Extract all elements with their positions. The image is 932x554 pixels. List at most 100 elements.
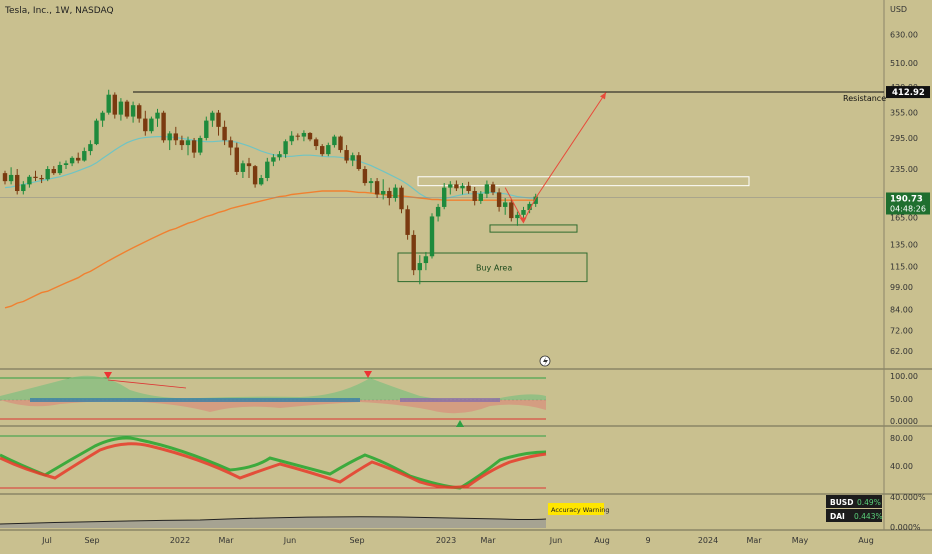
candle-body bbox=[69, 157, 75, 164]
candle-body bbox=[271, 157, 276, 162]
time-tick-label: 2024 bbox=[698, 536, 718, 545]
candle bbox=[490, 181, 496, 196]
price-tick-label: 115.00 bbox=[890, 263, 918, 272]
osc3-tick-0: 0.000% bbox=[890, 523, 921, 532]
candle bbox=[393, 184, 398, 202]
candle-body bbox=[399, 187, 404, 210]
candle-body bbox=[27, 176, 32, 185]
candle-body bbox=[338, 136, 343, 151]
candle bbox=[283, 139, 288, 158]
candle bbox=[472, 186, 477, 206]
osc1-bear-area bbox=[0, 400, 546, 414]
price-tick-label: 72.00 bbox=[890, 326, 913, 335]
dominance-pane[interactable]: Accuracy Warning BUSD 0.49% DAI 0.443% 4… bbox=[0, 493, 926, 532]
candle bbox=[240, 160, 246, 179]
candle bbox=[130, 101, 136, 123]
price-tick-label: 62.00 bbox=[890, 347, 913, 356]
candle-body bbox=[521, 210, 526, 215]
candle-body bbox=[509, 202, 514, 219]
projection-arrow[interactable] bbox=[504, 92, 607, 224]
projection-dip-arrowhead bbox=[519, 217, 527, 224]
time-tick-label: May bbox=[792, 536, 809, 545]
accuracy-warning-badge[interactable] bbox=[548, 503, 604, 515]
candle bbox=[533, 193, 538, 207]
candle-body bbox=[179, 140, 185, 146]
candle bbox=[460, 183, 465, 195]
candle bbox=[149, 116, 154, 134]
candle bbox=[423, 251, 429, 271]
candle bbox=[484, 180, 490, 199]
time-tick-label: Mar bbox=[746, 536, 762, 545]
candle-body bbox=[417, 263, 422, 271]
candle-body bbox=[173, 133, 178, 141]
osc1-tick-0: 0.0000 bbox=[890, 417, 918, 426]
candle-body bbox=[191, 140, 197, 153]
candle bbox=[527, 201, 532, 214]
osc1-buy-signal-icon bbox=[456, 420, 464, 427]
legend-busd-name: BUSD bbox=[830, 498, 853, 507]
support-zone-box[interactable] bbox=[489, 224, 578, 233]
candle bbox=[417, 255, 422, 285]
candle bbox=[332, 134, 337, 148]
candle bbox=[277, 151, 282, 161]
oscillator-pane-1[interactable]: 100.00 50.00 0.0000 bbox=[0, 371, 918, 427]
candle bbox=[381, 179, 386, 200]
flash-icon[interactable] bbox=[539, 355, 551, 367]
price-tick-label: 295.00 bbox=[890, 134, 918, 143]
candle-body bbox=[460, 185, 465, 189]
candle-body bbox=[143, 118, 148, 132]
ema-slow-line bbox=[4, 190, 536, 309]
candle-body bbox=[88, 144, 93, 152]
osc1-sell-signal-icon-2 bbox=[364, 371, 372, 378]
candle-body bbox=[454, 184, 459, 189]
price-tick-label: 510.00 bbox=[890, 59, 918, 68]
dominance-area bbox=[0, 516, 546, 528]
candle-body bbox=[265, 161, 270, 179]
candle-body bbox=[405, 209, 410, 235]
candlestick-series[interactable] bbox=[2, 89, 538, 285]
osc1-sell-signal-icon bbox=[104, 372, 112, 379]
candle-body bbox=[423, 256, 429, 264]
candle-body bbox=[374, 181, 380, 195]
currency-label: USD bbox=[890, 5, 907, 14]
price-tick-label: 135.00 bbox=[890, 241, 918, 250]
osc1-divergence-line bbox=[107, 379, 187, 389]
candle bbox=[320, 144, 325, 157]
buy-area-box[interactable] bbox=[397, 252, 588, 283]
time-tick-label: Aug bbox=[858, 536, 874, 545]
time-tick-label: Mar bbox=[218, 536, 234, 545]
candle bbox=[405, 205, 410, 240]
candle-body bbox=[301, 132, 307, 137]
candle bbox=[106, 89, 111, 115]
candle-body bbox=[8, 174, 14, 182]
candle-body bbox=[51, 169, 56, 174]
candle-body bbox=[362, 169, 368, 184]
candle-body bbox=[57, 164, 63, 174]
candle-body bbox=[411, 234, 416, 271]
supply-zone-box[interactable] bbox=[417, 176, 750, 187]
price-tick-label: 630.00 bbox=[890, 30, 918, 39]
candle bbox=[503, 198, 508, 215]
osc1-tick-50: 50.00 bbox=[890, 395, 913, 404]
candle bbox=[185, 136, 191, 156]
countdown-text: 04:48:26 bbox=[890, 204, 926, 213]
oscillator-pane-2[interactable]: 80.00 40.00 bbox=[0, 434, 913, 490]
candle bbox=[271, 154, 276, 167]
candle-body bbox=[448, 184, 453, 188]
candle bbox=[362, 166, 368, 186]
candle-body bbox=[2, 173, 8, 182]
candle-body bbox=[161, 112, 166, 141]
candle-body bbox=[106, 94, 111, 113]
candle-body bbox=[350, 155, 355, 161]
time-axis[interactable]: Jul Sep 2022 Mar Jun Sep 2023 Mar Jun Aug 9 2024 Mar… bbox=[41, 536, 874, 545]
candle bbox=[8, 167, 14, 185]
candle bbox=[143, 110, 148, 136]
candle bbox=[521, 206, 526, 219]
time-tick-label: Jun bbox=[283, 536, 297, 545]
candle bbox=[313, 137, 319, 151]
candle bbox=[234, 142, 239, 175]
buy-area-label: Buy Area bbox=[476, 263, 512, 272]
candle-body bbox=[167, 133, 172, 141]
